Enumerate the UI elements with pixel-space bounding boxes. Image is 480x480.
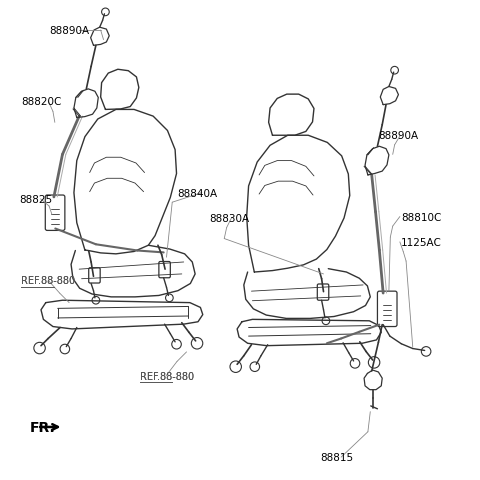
Text: REF.88-880: REF.88-880	[22, 276, 75, 286]
Text: REF.88-880: REF.88-880	[140, 371, 194, 381]
Text: 88825: 88825	[20, 194, 53, 204]
Text: 88820C: 88820C	[22, 96, 62, 107]
FancyBboxPatch shape	[159, 262, 170, 278]
Text: REF.88-880: REF.88-880	[22, 276, 75, 286]
FancyBboxPatch shape	[89, 268, 100, 283]
FancyBboxPatch shape	[377, 291, 397, 327]
Text: 1125AC: 1125AC	[401, 238, 442, 247]
FancyBboxPatch shape	[45, 196, 65, 231]
Text: 88890A: 88890A	[378, 131, 419, 141]
Text: 88840A: 88840A	[177, 188, 217, 198]
Text: REF.88-880: REF.88-880	[140, 371, 194, 381]
Text: 88830A: 88830A	[209, 214, 249, 224]
Text: 88890A: 88890A	[49, 26, 89, 36]
Text: 88810C: 88810C	[401, 212, 442, 222]
Text: FR.: FR.	[30, 420, 56, 434]
Text: 88815: 88815	[320, 452, 353, 462]
FancyBboxPatch shape	[317, 284, 329, 300]
